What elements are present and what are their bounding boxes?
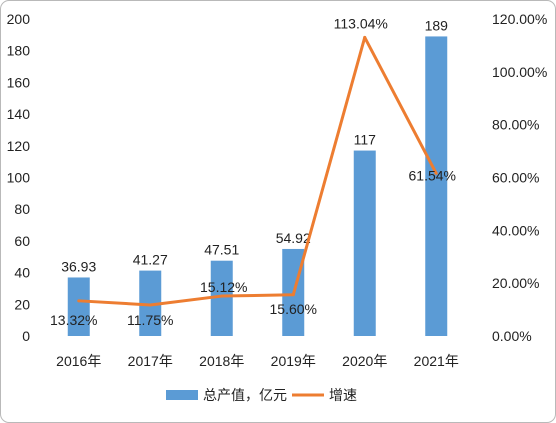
line-data-label: 13.32% xyxy=(50,312,97,328)
legend: 总产值，亿元 增速 xyxy=(166,387,357,403)
line-point xyxy=(148,303,152,307)
line-data-labels: 13.32% 11.75% 15.12% 15.60% 113.04% 61.54% xyxy=(50,15,456,328)
left-axis-tick-label: 120 xyxy=(7,138,31,154)
bar-data-label: 41.27 xyxy=(133,252,168,268)
left-axis-tick-label: 60 xyxy=(14,233,30,249)
line-data-label: 61.54% xyxy=(409,167,456,183)
x-axis-label: 2018年 xyxy=(199,353,244,369)
line-point xyxy=(434,171,438,175)
left-axis-tick-label: 160 xyxy=(7,74,31,90)
right-axis-tick-label: 0.00% xyxy=(492,328,532,344)
line-point xyxy=(77,299,81,303)
bar xyxy=(67,277,90,336)
bar xyxy=(353,150,376,336)
left-axis-tick-label: 180 xyxy=(7,43,31,59)
bar-data-label: 47.51 xyxy=(204,242,239,258)
bar-data-label: 189 xyxy=(425,17,449,33)
left-axis-tick-label: 40 xyxy=(14,265,30,281)
bar-series xyxy=(67,36,448,337)
right-axis-tick-label: 40.00% xyxy=(492,222,539,238)
line-point xyxy=(220,294,224,298)
bar-data-label: 117 xyxy=(354,132,377,148)
x-axis-label: 2016年 xyxy=(56,353,101,369)
x-axis-labels: 2016年 2017年 2018年 2019年 2020年 2021年 xyxy=(56,353,459,369)
bar-data-label: 54.92 xyxy=(276,230,311,246)
growth-line xyxy=(78,35,438,307)
bar-data-label: 36.93 xyxy=(61,258,96,274)
left-axis-tick-label: 80 xyxy=(14,201,30,217)
left-axis-tick-label: 200 xyxy=(7,11,31,27)
right-axis-tick-label: 60.00% xyxy=(492,170,539,186)
bar xyxy=(139,270,162,336)
left-axis-tick-label: 140 xyxy=(7,106,31,122)
line-point xyxy=(291,293,295,297)
line-point xyxy=(363,35,367,39)
bar xyxy=(425,36,448,337)
left-axis-tick-label: 0 xyxy=(22,328,30,344)
line-series xyxy=(77,35,438,307)
legend-bar-label: 总产值，亿元 xyxy=(203,387,287,403)
line-data-label: 15.60% xyxy=(270,301,317,317)
right-axis-tick-label: 120.00% xyxy=(492,11,547,27)
x-axis-label: 2020年 xyxy=(342,353,387,369)
left-axis-ticks: 0 20 40 60 80 100 120 140 160 180 200 xyxy=(7,11,31,344)
legend-line-label: 增速 xyxy=(329,387,357,403)
x-axis-label: 2021年 xyxy=(414,353,459,369)
right-axis-tick-label: 20.00% xyxy=(492,275,539,291)
right-axis-tick-label: 80.00% xyxy=(492,117,539,133)
right-axis-ticks: 0.00% 20.00% 40.00% 60.00% 80.00% 100.00% 120.… xyxy=(492,11,547,344)
line-data-label: 11.75% xyxy=(127,312,173,328)
bar xyxy=(210,260,233,336)
x-axis-label: 2017年 xyxy=(128,353,173,369)
legend-bar-swatch xyxy=(166,390,198,400)
line-data-label: 113.04% xyxy=(334,15,388,31)
bar-data-labels: 36.93 41.27 47.51 54.92 117 189 xyxy=(61,17,448,274)
x-axis-label: 2019年 xyxy=(271,353,316,369)
right-axis-tick-label: 100.00% xyxy=(492,64,547,80)
left-axis-tick-label: 100 xyxy=(7,170,31,186)
left-axis-tick-label: 20 xyxy=(14,296,30,312)
line-data-label: 15.12% xyxy=(200,279,247,295)
